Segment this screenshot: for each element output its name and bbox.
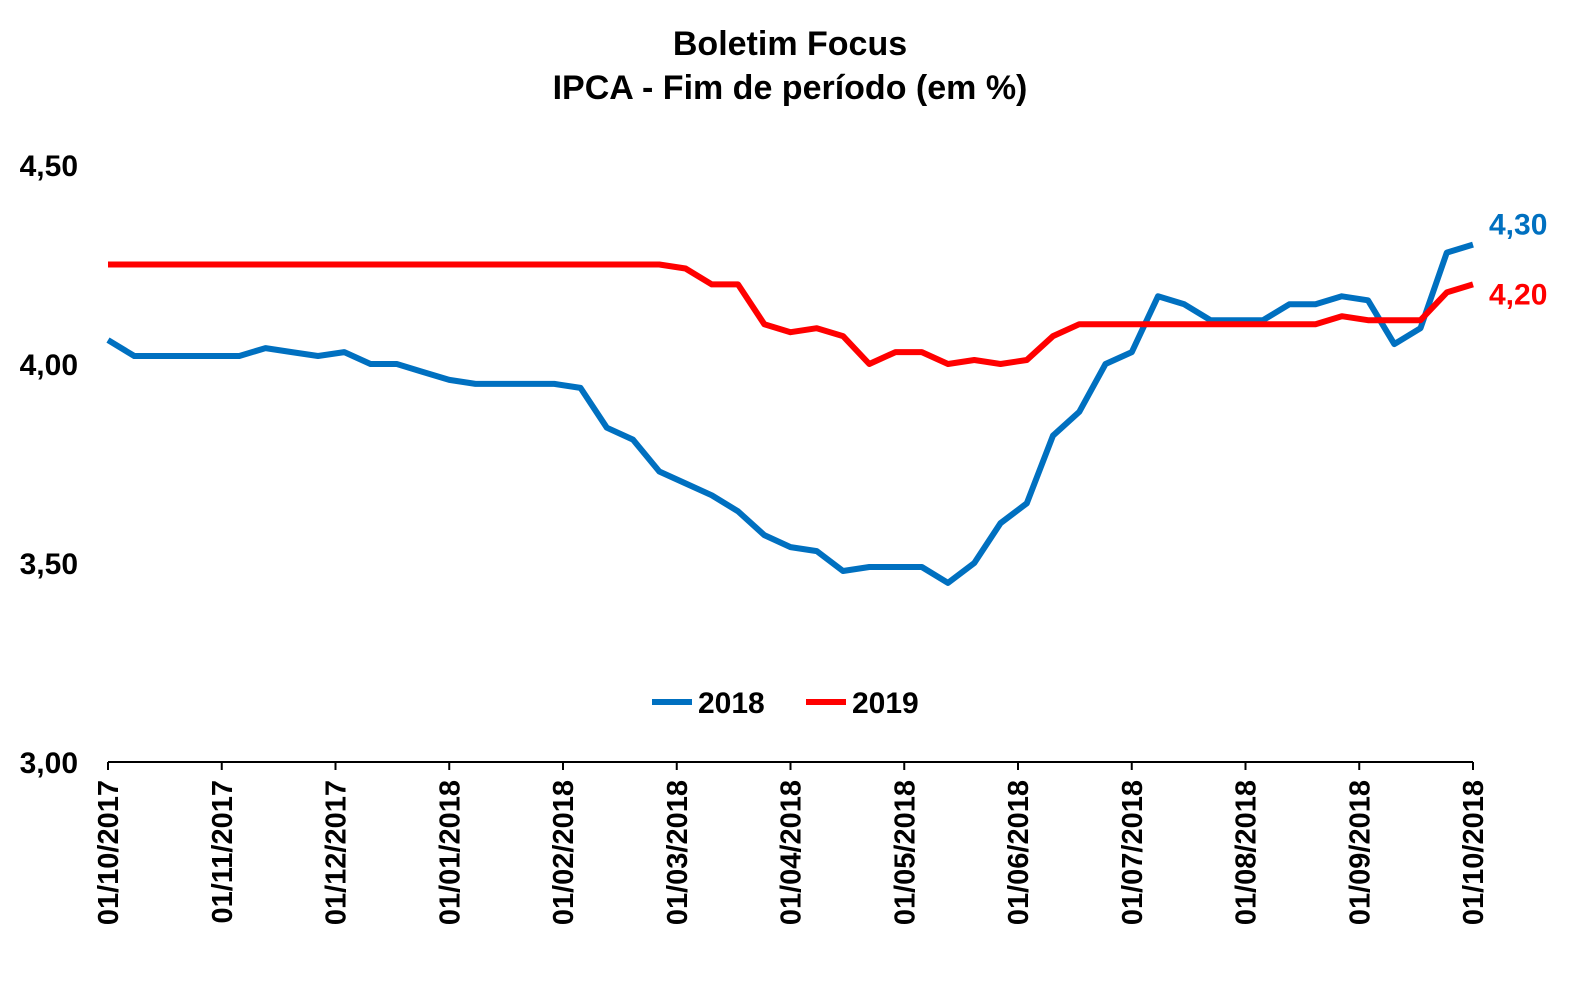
y-tick-label: 4,50: [20, 150, 78, 183]
y-axis-ticks: 3,00 3,50 4,00 4,50: [20, 150, 78, 780]
x-tick-label: 01/10/2018: [1458, 780, 1490, 925]
x-axis-tick-marks: [107, 762, 1474, 770]
x-tick-label: 01/02/2018: [548, 780, 580, 925]
x-tick-label: 01/01/2018: [434, 780, 466, 925]
y-tick-label: 3,50: [20, 548, 78, 581]
series-line-2018: [106, 241, 1474, 586]
x-tick-label: 01/07/2018: [1117, 780, 1149, 925]
chart-title: Boletim Focus: [672, 25, 908, 63]
x-tick-label: 01/10/2017: [93, 780, 125, 925]
legend-label-2019: 2019: [852, 687, 919, 720]
legend: 2018 2019: [652, 687, 919, 720]
chart-subtitle: IPCA - Fim de período (em %): [552, 69, 1028, 107]
x-tick-label: 01/03/2018: [662, 780, 694, 925]
x-tick-label: 01/11/2017: [207, 780, 239, 924]
chart-title-block: Boletim Focus IPCA - Fim de período (em …: [0, 22, 1580, 110]
end-labels: 4,30 4,20: [1489, 209, 1547, 312]
x-tick-label: 01/05/2018: [889, 780, 921, 925]
x-tick-label: 01/12/2017: [321, 780, 353, 925]
x-tick-label: 01/08/2018: [1231, 780, 1263, 925]
y-tick-label: 4,00: [20, 349, 78, 382]
x-tick-label: 01/09/2018: [1344, 780, 1376, 925]
x-tick-label: 01/06/2018: [1003, 780, 1035, 925]
series-lines: [106, 241, 1474, 586]
x-tick-label: 01/04/2018: [776, 780, 808, 925]
end-label-2018: 4,30: [1489, 209, 1547, 242]
x-axis-tick-labels: 01/10/2017 01/11/2017 01/12/2017 01/01/2018…: [93, 780, 1490, 925]
series-line-2019: [108, 261, 1474, 367]
legend-label-2018: 2018: [698, 687, 765, 720]
y-tick-label: 3,00: [20, 747, 78, 780]
end-label-2019: 4,20: [1489, 278, 1547, 311]
